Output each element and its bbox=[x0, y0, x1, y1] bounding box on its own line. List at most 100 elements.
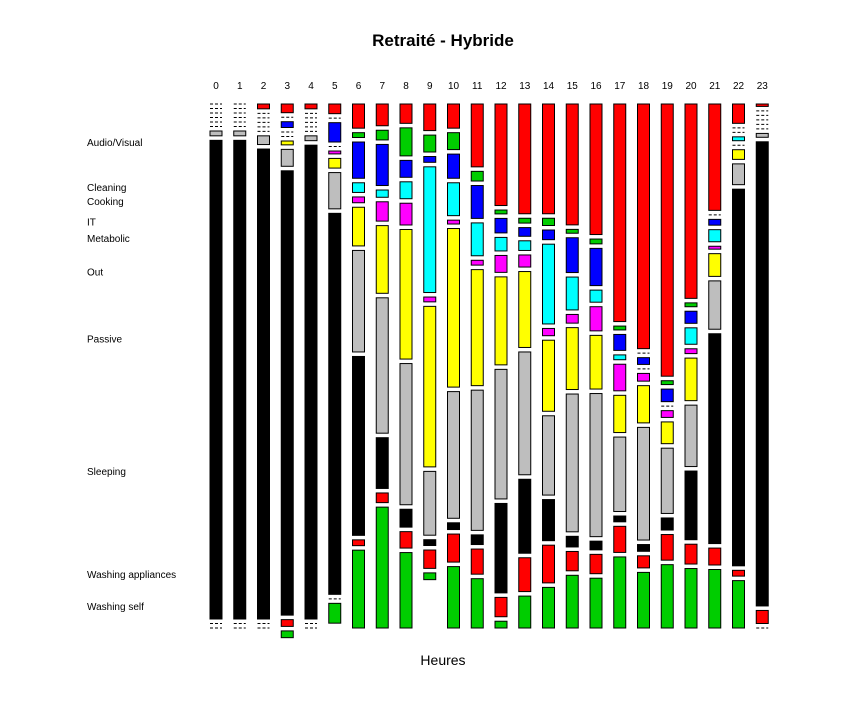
mosaic-tile bbox=[518, 595, 532, 629]
mosaic-tile bbox=[589, 577, 603, 629]
mosaic-tile bbox=[352, 141, 365, 179]
category-label: Cleaning bbox=[87, 183, 126, 194]
category-label: Metabolic bbox=[87, 234, 130, 245]
mosaic-tile bbox=[280, 140, 294, 146]
mosaic-tile bbox=[494, 620, 508, 629]
mosaic-tile bbox=[613, 363, 627, 392]
mosaic-tile bbox=[755, 609, 769, 624]
mosaic-tile bbox=[660, 380, 674, 386]
mosaic-tile bbox=[399, 181, 413, 200]
mosaic-tile bbox=[328, 157, 342, 169]
hour-label: 1 bbox=[237, 81, 243, 92]
mosaic-tile bbox=[304, 135, 318, 142]
mosaic-tile bbox=[375, 297, 389, 434]
mosaic-tile bbox=[447, 153, 460, 179]
mosaic-tile bbox=[684, 310, 698, 324]
hour-label: 21 bbox=[709, 81, 721, 92]
mosaic-tile bbox=[352, 182, 365, 193]
mosaic-tile bbox=[518, 351, 532, 476]
mosaic-tile bbox=[565, 535, 579, 548]
mosaic-tile bbox=[684, 327, 698, 345]
hour-label: 8 bbox=[403, 81, 409, 92]
mosaic-tile bbox=[660, 103, 674, 377]
mosaic-tile bbox=[613, 436, 627, 513]
mosaic-tile bbox=[565, 228, 579, 234]
mosaic-tile bbox=[684, 568, 698, 629]
hour-label: 18 bbox=[638, 81, 650, 92]
mosaic-tile bbox=[304, 144, 318, 620]
mosaic-tile bbox=[375, 506, 389, 629]
mosaic-tile bbox=[732, 136, 745, 142]
mosaic-tile bbox=[518, 240, 532, 251]
mosaic-tile bbox=[209, 130, 223, 137]
mosaic-tile bbox=[660, 517, 674, 531]
mosaic-tile bbox=[708, 568, 722, 629]
mosaic-tile bbox=[399, 531, 413, 549]
mosaic-tile bbox=[423, 549, 437, 569]
mosaic-tile bbox=[375, 129, 389, 141]
mosaic-tile bbox=[494, 209, 508, 215]
mosaic-tile bbox=[257, 148, 270, 620]
mosaic-tile bbox=[589, 247, 603, 287]
hour-label: 11 bbox=[472, 81, 483, 92]
mosaic-tile bbox=[660, 388, 674, 403]
category-label: Passive bbox=[87, 334, 122, 345]
mosaic-tile bbox=[470, 259, 484, 266]
hour-label: 23 bbox=[757, 81, 769, 92]
mosaic-tile bbox=[399, 159, 413, 178]
hour-label: 16 bbox=[590, 81, 602, 92]
mosaic-tile bbox=[542, 229, 555, 241]
mosaic-tile bbox=[613, 333, 627, 351]
mosaic-tile bbox=[613, 515, 627, 523]
mosaic-tile bbox=[660, 447, 674, 514]
mosaic-tile bbox=[732, 188, 745, 567]
mosaic-tiles bbox=[209, 103, 769, 639]
mosaic-tile bbox=[613, 394, 627, 434]
mosaic-tile bbox=[755, 103, 769, 107]
mosaic-tile bbox=[280, 121, 294, 129]
mosaic-tile bbox=[565, 103, 579, 226]
mosaic-tile bbox=[423, 305, 437, 468]
mosaic-tile bbox=[375, 189, 389, 198]
mosaic-tile bbox=[565, 276, 579, 311]
hour-label: 19 bbox=[662, 81, 674, 92]
mosaic-tile bbox=[257, 103, 270, 110]
mosaic-tile bbox=[684, 348, 698, 355]
mosaic-tile bbox=[280, 630, 294, 639]
mosaic-tile bbox=[684, 404, 698, 468]
mosaic-tile bbox=[352, 206, 365, 247]
mosaic-tile bbox=[518, 478, 532, 554]
mosaic-tile bbox=[518, 227, 532, 237]
mosaic-tile bbox=[660, 421, 674, 445]
mosaic-tile bbox=[684, 103, 698, 299]
mosaic-tile bbox=[589, 393, 603, 538]
mosaic-tile bbox=[589, 306, 603, 332]
hour-label: 0 bbox=[213, 81, 219, 92]
mosaic-tile bbox=[470, 548, 484, 575]
category-label: Washing self bbox=[87, 602, 144, 613]
mosaic-tile bbox=[542, 415, 555, 496]
mosaic-tile bbox=[542, 544, 555, 584]
hour-label: 7 bbox=[379, 81, 385, 92]
mosaic-tile bbox=[423, 156, 437, 163]
mosaic-tile bbox=[352, 549, 365, 629]
mosaic-tile bbox=[732, 569, 745, 577]
mosaic-tile bbox=[447, 182, 460, 217]
mosaic-tile bbox=[470, 269, 484, 387]
mosaic-tile bbox=[375, 492, 389, 504]
mosaic-tile bbox=[589, 540, 603, 551]
mosaic-tile bbox=[423, 166, 437, 294]
mosaic-tile bbox=[708, 333, 722, 545]
mosaic-tile bbox=[542, 243, 555, 325]
hour-label: 14 bbox=[543, 81, 555, 92]
mosaic-tile bbox=[589, 103, 603, 236]
mosaic-tile bbox=[637, 103, 650, 350]
mosaic-tile bbox=[375, 143, 389, 187]
mosaic-tile bbox=[660, 410, 674, 418]
mosaic-tile bbox=[494, 217, 508, 234]
mosaic-tile bbox=[447, 103, 460, 129]
hour-label: 13 bbox=[519, 81, 531, 92]
mosaic-tile bbox=[565, 313, 579, 324]
mosaic-tile bbox=[613, 525, 627, 553]
mosaic-tile bbox=[447, 533, 460, 563]
